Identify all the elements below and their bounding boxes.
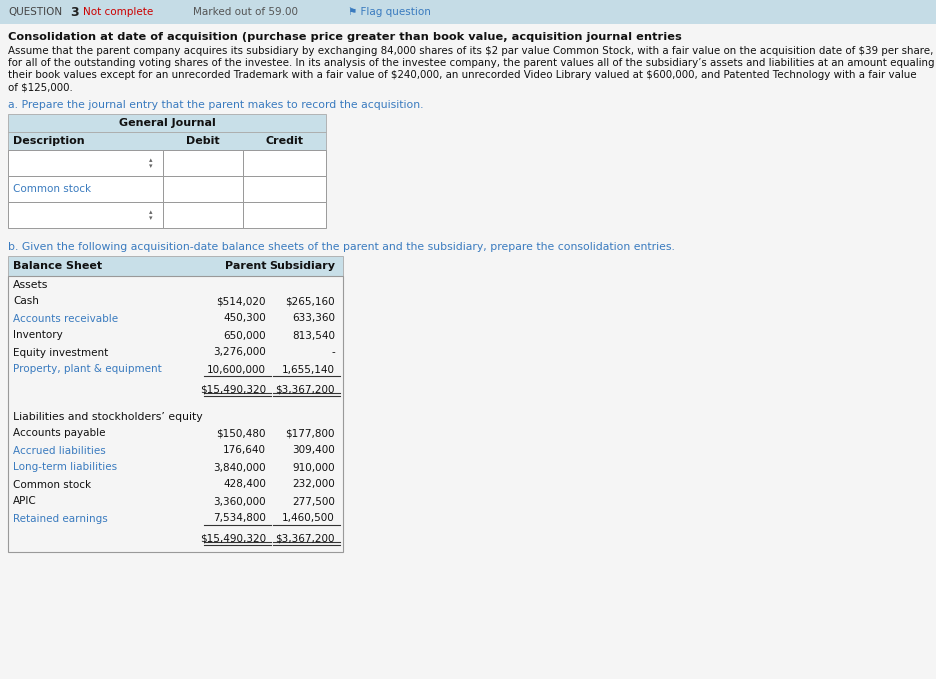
Text: Cash: Cash <box>13 297 39 306</box>
Text: Accounts payable: Accounts payable <box>13 428 106 439</box>
Text: \$3,367,200: \$3,367,200 <box>275 384 335 394</box>
Text: 277,500: 277,500 <box>292 496 335 507</box>
Text: 813,540: 813,540 <box>292 331 335 340</box>
Bar <box>0 0 936 24</box>
Text: Accounts receivable: Accounts receivable <box>13 314 118 323</box>
Text: for all of the outstanding voting shares of the investee. In its analysis of the: for all of the outstanding voting shares… <box>8 58 934 68</box>
Text: 1,655,140: 1,655,140 <box>282 365 335 375</box>
Text: Common stock: Common stock <box>13 184 91 194</box>
Bar <box>243 150 326 176</box>
Text: ▾: ▾ <box>149 215 153 221</box>
Bar <box>163 150 243 176</box>
Text: Balance Sheet: Balance Sheet <box>13 261 102 271</box>
Bar <box>8 176 163 202</box>
Bar <box>8 114 326 132</box>
Text: Parent: Parent <box>225 261 266 271</box>
Text: their book values except for an unrecorded Trademark with a fair value of \$240,: their book values except for an unrecord… <box>8 70 916 80</box>
Text: Marked out of 59.00: Marked out of 59.00 <box>193 7 298 17</box>
Text: 3,276,000: 3,276,000 <box>213 348 266 358</box>
Text: a. Prepare the journal entry that the parent makes to record the acquisition.: a. Prepare the journal entry that the pa… <box>8 100 423 110</box>
Text: b. Given the following acquisition-date balance sheets of the parent and the sub: b. Given the following acquisition-date … <box>8 242 675 252</box>
Text: Liabilities and stockholders’ equity: Liabilities and stockholders’ equity <box>13 411 202 422</box>
Text: \$265,160: \$265,160 <box>285 297 335 306</box>
Text: 3,840,000: 3,840,000 <box>213 462 266 473</box>
Text: Debit: Debit <box>186 136 220 146</box>
Text: APIC: APIC <box>13 496 37 507</box>
Text: \$514,020: \$514,020 <box>216 297 266 306</box>
Text: 309,400: 309,400 <box>292 445 335 456</box>
Text: Description: Description <box>13 136 84 146</box>
Text: 232,000: 232,000 <box>292 479 335 490</box>
Text: Retained earnings: Retained earnings <box>13 513 108 524</box>
Text: Assets: Assets <box>13 280 49 289</box>
Text: 176,640: 176,640 <box>223 445 266 456</box>
Bar <box>243 176 326 202</box>
Text: 3,360,000: 3,360,000 <box>213 496 266 507</box>
Bar <box>8 132 326 150</box>
Text: ▴: ▴ <box>149 209 153 215</box>
Text: \$3,367,200: \$3,367,200 <box>275 534 335 543</box>
Text: Credit: Credit <box>266 136 303 146</box>
Text: -: - <box>331 348 335 358</box>
Bar <box>8 202 163 228</box>
Text: 428,400: 428,400 <box>223 479 266 490</box>
Text: of \$125,000.: of \$125,000. <box>8 82 73 92</box>
Text: 450,300: 450,300 <box>224 314 266 323</box>
Text: General Journal: General Journal <box>119 118 215 128</box>
Text: ⚑ Flag question: ⚑ Flag question <box>348 7 431 17</box>
Bar <box>8 150 163 176</box>
Text: Equity investment: Equity investment <box>13 348 109 358</box>
Text: Subsidiary: Subsidiary <box>269 261 335 271</box>
Text: ▴: ▴ <box>149 157 153 163</box>
Text: Accrued liabilities: Accrued liabilities <box>13 445 106 456</box>
Bar <box>163 176 243 202</box>
Text: \$150,480: \$150,480 <box>216 428 266 439</box>
Text: 7,534,800: 7,534,800 <box>213 513 266 524</box>
Text: Not complete: Not complete <box>83 7 154 17</box>
Text: 3: 3 <box>70 5 79 18</box>
Text: \$177,800: \$177,800 <box>285 428 335 439</box>
Text: Common stock: Common stock <box>13 479 91 490</box>
Text: Inventory: Inventory <box>13 331 63 340</box>
Text: \$15,490,320: \$15,490,320 <box>200 384 266 394</box>
Text: Consolidation at date of acquisition (purchase price greater than book value, ac: Consolidation at date of acquisition (pu… <box>8 32 681 42</box>
Text: 1,460,500: 1,460,500 <box>283 513 335 524</box>
Text: \$15,490,320: \$15,490,320 <box>200 534 266 543</box>
Bar <box>8 256 343 276</box>
Text: Long-term liabilities: Long-term liabilities <box>13 462 117 473</box>
Text: ▾: ▾ <box>149 163 153 169</box>
Bar <box>243 202 326 228</box>
Text: 633,360: 633,360 <box>292 314 335 323</box>
Text: 910,000: 910,000 <box>292 462 335 473</box>
Text: 10,600,000: 10,600,000 <box>207 365 266 375</box>
Text: Property, plant & equipment: Property, plant & equipment <box>13 365 162 375</box>
Bar <box>8 276 343 552</box>
Text: QUESTION: QUESTION <box>8 7 62 17</box>
Text: Assume that the parent company acquires its subsidiary by exchanging 84,000 shar: Assume that the parent company acquires … <box>8 46 933 56</box>
Text: 650,000: 650,000 <box>224 331 266 340</box>
Bar <box>163 202 243 228</box>
